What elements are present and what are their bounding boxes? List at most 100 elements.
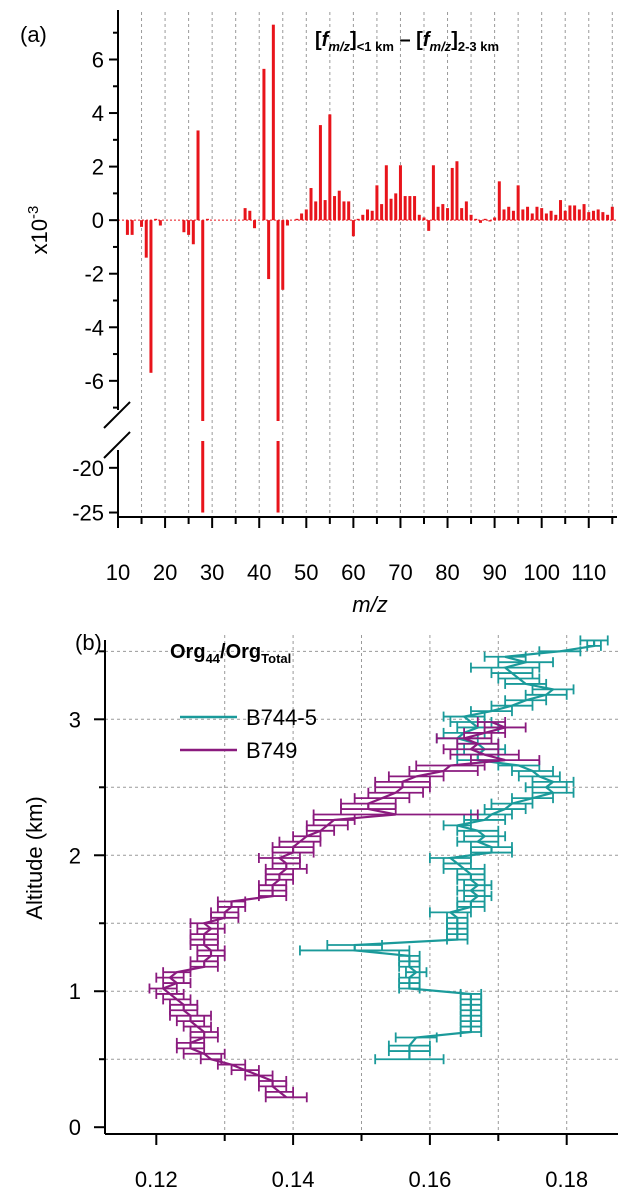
title-bracket-open-2: [: [416, 29, 423, 51]
bar: [380, 204, 384, 221]
bar: [328, 114, 332, 221]
bar: [318, 125, 322, 221]
ylabel-exponent: -3: [25, 206, 42, 219]
bar: [323, 200, 327, 221]
bar: [281, 220, 285, 290]
bar: [309, 188, 313, 221]
y-tick-label: 0: [92, 208, 104, 233]
bar: [271, 24, 275, 221]
title-bracket-close: ]: [350, 29, 357, 51]
b-title-main: Org: [170, 641, 206, 663]
bar: [493, 217, 497, 221]
y-tick-label: -20: [72, 456, 104, 481]
panel-a-axes: [103, 10, 617, 528]
bar: [577, 209, 581, 221]
x-tick-label: 0.12: [135, 1167, 178, 1192]
y-tick-label: 2: [92, 155, 104, 180]
y-tick-label: -2: [84, 262, 104, 287]
bar: [521, 209, 525, 221]
axis-break-mark: [103, 401, 131, 429]
bar: [130, 220, 134, 235]
bar: [201, 220, 205, 421]
x-tick-label: 0.14: [272, 1167, 315, 1192]
bar: [140, 220, 144, 227]
bar: [158, 220, 162, 226]
panel-a-label: (a): [20, 22, 47, 47]
panel-a-xlabel: m/z: [352, 592, 387, 617]
x-tick-label: 40: [247, 560, 271, 585]
bar: [187, 220, 191, 235]
series-line: [160, 720, 509, 1099]
panel-b-tick-labels: 0.12 0.14 0.16 0.18 0 1 2 3: [69, 707, 588, 1192]
bar: [610, 206, 614, 221]
panel-b-ylabel: Altitude (km): [22, 796, 47, 919]
bar: [596, 209, 600, 221]
bar: [154, 218, 158, 221]
bar: [285, 220, 289, 226]
bar: [196, 130, 200, 221]
panel-a-bars: [125, 24, 614, 513]
bar: [205, 218, 209, 221]
bar: [601, 212, 605, 221]
b-title-sub1: 44: [206, 651, 221, 666]
y-tick-label: 0: [69, 1115, 81, 1140]
bar: [568, 205, 572, 221]
bar: [304, 209, 308, 221]
x-tick-label: 30: [200, 560, 224, 585]
x-tick-label: 0.16: [408, 1167, 451, 1192]
bar: [446, 208, 450, 221]
panel-a-grid: [118, 12, 617, 517]
y-tick-label: 3: [69, 707, 81, 732]
panel-b-series: [148, 635, 609, 1103]
bar: [516, 185, 520, 221]
bar: [559, 200, 563, 221]
y-tick-label: 6: [92, 47, 104, 72]
bar: [549, 210, 553, 221]
panel-a-title: [fm/z]<1 km – [fm/z]2-3 km: [315, 29, 499, 54]
panel-b-grid: [105, 635, 618, 1134]
bar: [535, 206, 539, 221]
title-f: f: [322, 29, 331, 51]
bar: [403, 196, 407, 221]
bar: [573, 205, 577, 221]
bar: [469, 214, 473, 221]
x-tick-label: 60: [341, 560, 365, 585]
bar: [342, 201, 346, 221]
bar: [366, 209, 369, 221]
bar: [464, 201, 468, 221]
bar: [591, 210, 595, 221]
x-tick-label: 20: [153, 560, 177, 585]
b-title-sub2: Total: [261, 651, 291, 666]
x-tick-label: 10: [106, 560, 130, 585]
x-tick-label: 80: [435, 560, 459, 585]
title-bracket-open: [: [315, 29, 322, 51]
x-tick-label: 70: [388, 560, 412, 585]
bar: [497, 181, 501, 221]
bar: [530, 213, 534, 221]
bar: [243, 208, 247, 221]
bar: [417, 214, 421, 221]
bar: [483, 218, 487, 221]
bar: [182, 220, 186, 233]
bar: [398, 165, 402, 221]
legend-label: B744-5: [246, 705, 317, 730]
title-bracket-close-2: ]: [451, 29, 458, 51]
bar: [314, 201, 318, 221]
bar: [544, 213, 548, 221]
bar: [474, 218, 478, 221]
x-tick-label: 50: [294, 560, 318, 585]
bar: [436, 206, 440, 221]
bar: [563, 210, 567, 221]
bar: [300, 213, 304, 221]
bar: [267, 220, 271, 280]
legend-label: B749: [246, 738, 297, 763]
title-f-2: f: [423, 29, 432, 51]
bar: [427, 220, 431, 231]
bar: [540, 208, 544, 221]
y-tick-label: -4: [84, 315, 104, 340]
bar: [441, 204, 445, 221]
title-mz-2: m/z: [430, 39, 452, 54]
bar: [511, 210, 515, 221]
series-b749: [148, 717, 541, 1103]
